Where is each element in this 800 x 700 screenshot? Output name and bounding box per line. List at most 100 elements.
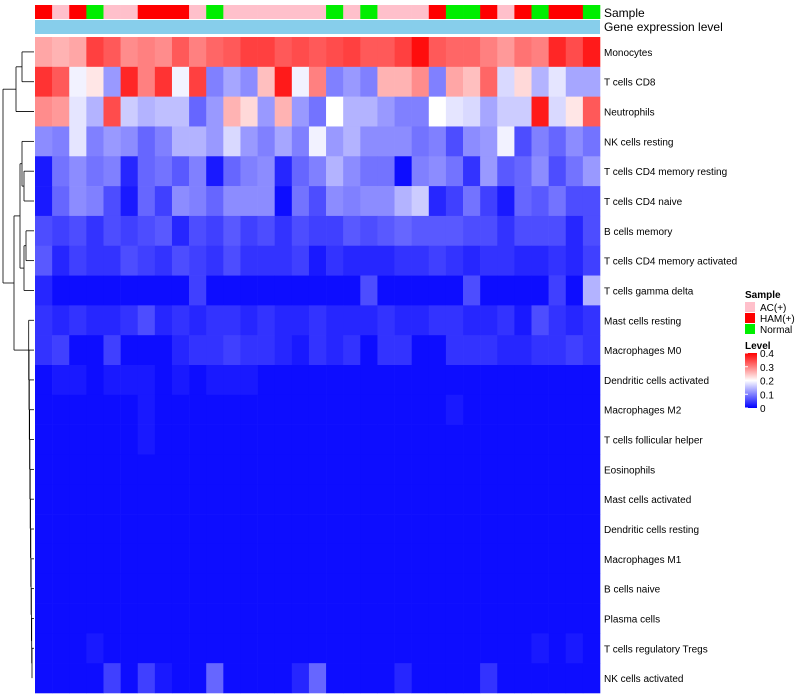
heatmap-cell (154, 663, 173, 694)
heatmap-cell (548, 484, 567, 515)
heatmap-cell (343, 305, 361, 336)
heatmap-cell (497, 156, 515, 187)
heatmap-cell (86, 365, 104, 396)
heatmap-cell (394, 66, 412, 97)
heatmap-cell (291, 543, 310, 575)
heatmap-cell (103, 126, 121, 157)
heatmap-cell (189, 633, 207, 664)
heatmap-cell (445, 275, 464, 306)
heatmap-cell (189, 335, 207, 366)
heatmap-cell (377, 215, 395, 247)
heatmap-cell (565, 215, 584, 247)
heatmap-cell (548, 245, 567, 276)
heatmap-cell (86, 484, 104, 515)
heatmap-cell (308, 633, 327, 664)
heatmap-cell (308, 573, 327, 604)
heatmap-cell (377, 514, 395, 545)
heatmap-cell (103, 424, 121, 455)
heatmap-cell (120, 126, 139, 157)
heatmap-cell (548, 663, 567, 694)
heatmap-cell (531, 663, 549, 694)
heatmap-cell (463, 96, 481, 127)
heatmap-cell (69, 37, 87, 68)
heatmap-cell (291, 275, 310, 306)
heatmap-cell (360, 424, 378, 455)
heatmap-cell (326, 126, 344, 157)
heatmap-cell (582, 305, 601, 336)
row-label: Macrophages M1 (604, 555, 682, 566)
heatmap-cell (257, 573, 275, 604)
heatmap-cell (103, 484, 121, 515)
heatmap-cell (428, 424, 447, 455)
heatmap-cell (103, 603, 121, 634)
heatmap-cell (171, 573, 190, 604)
heatmap-cell (257, 37, 275, 68)
heatmap-cell (428, 275, 447, 306)
heatmap-cell (154, 126, 173, 157)
heatmap-cell (480, 365, 498, 396)
heatmap-cell (257, 156, 275, 187)
heatmap-cell (120, 37, 139, 68)
heatmap-cell (189, 454, 207, 485)
legend-level-title: Level (745, 341, 771, 352)
heatmap-cell (240, 245, 258, 276)
heatmap-cell (35, 573, 53, 604)
heatmap-cell (326, 484, 344, 515)
heatmap-cell (548, 603, 567, 634)
heatmap-cell (308, 663, 327, 694)
heatmap-cell (154, 543, 173, 575)
heatmap-cell (35, 603, 53, 634)
heatmap-cell (343, 66, 361, 97)
heatmap-cell (223, 543, 241, 575)
heatmap-cell (69, 126, 87, 157)
heatmap-cell (120, 514, 139, 545)
heatmap-cell (377, 66, 395, 97)
heatmap-cell (154, 305, 173, 336)
heatmap-cell (531, 245, 549, 276)
heatmap-cell (548, 66, 567, 97)
heatmap-cell (257, 126, 275, 157)
heatmap-cell (223, 394, 241, 425)
heatmap-cell (394, 245, 412, 276)
heatmap-cell (137, 514, 156, 545)
heatmap-cell (326, 186, 344, 217)
heatmap-cell (565, 335, 584, 366)
row-labels: Monocytes T cells CD8 Neutrophils NK cells … (604, 48, 737, 685)
heatmap-cell (548, 96, 567, 127)
heatmap-cell (240, 663, 258, 694)
heatmap-cell (514, 305, 532, 336)
heatmap-cell (394, 663, 412, 694)
row-label: T cells gamma delta (604, 286, 694, 297)
heatmap-cell (582, 96, 601, 127)
heatmap-cell (445, 126, 464, 157)
row-label: NK cells activated (604, 674, 683, 685)
heatmap-cell (52, 424, 70, 455)
heatmap-cell (206, 215, 224, 247)
heatmap-cell (308, 37, 327, 68)
heatmap-cell (394, 126, 412, 157)
heatmap-cell (531, 37, 549, 68)
sample-legend-label: HAM(+) (760, 314, 795, 325)
heatmap-cell (394, 603, 412, 634)
heatmap-cell (120, 305, 139, 336)
heatmap-cell (52, 365, 70, 396)
heatmap-cell (497, 514, 515, 545)
row-label: T cells CD8 (604, 78, 656, 89)
heatmap-cell (154, 394, 173, 425)
heatmap-cell (137, 484, 156, 515)
heatmap-cell (514, 365, 532, 396)
heatmap-cell (274, 484, 293, 515)
heatmap-cell (35, 365, 53, 396)
heatmap-cell (582, 156, 601, 187)
heatmap-cell (86, 603, 104, 634)
heatmap-cell (360, 66, 378, 97)
heatmap-cell (480, 245, 498, 276)
heatmap-cell (531, 305, 549, 336)
heatmap-cell (565, 573, 584, 604)
sample-annotation-cell (497, 5, 515, 19)
heatmap-cell (343, 394, 361, 425)
heatmap-cell (360, 37, 378, 68)
heatmap-cell (274, 305, 293, 336)
heatmap-cell (206, 633, 224, 664)
expression-track-label: Gene expression level (604, 20, 723, 34)
